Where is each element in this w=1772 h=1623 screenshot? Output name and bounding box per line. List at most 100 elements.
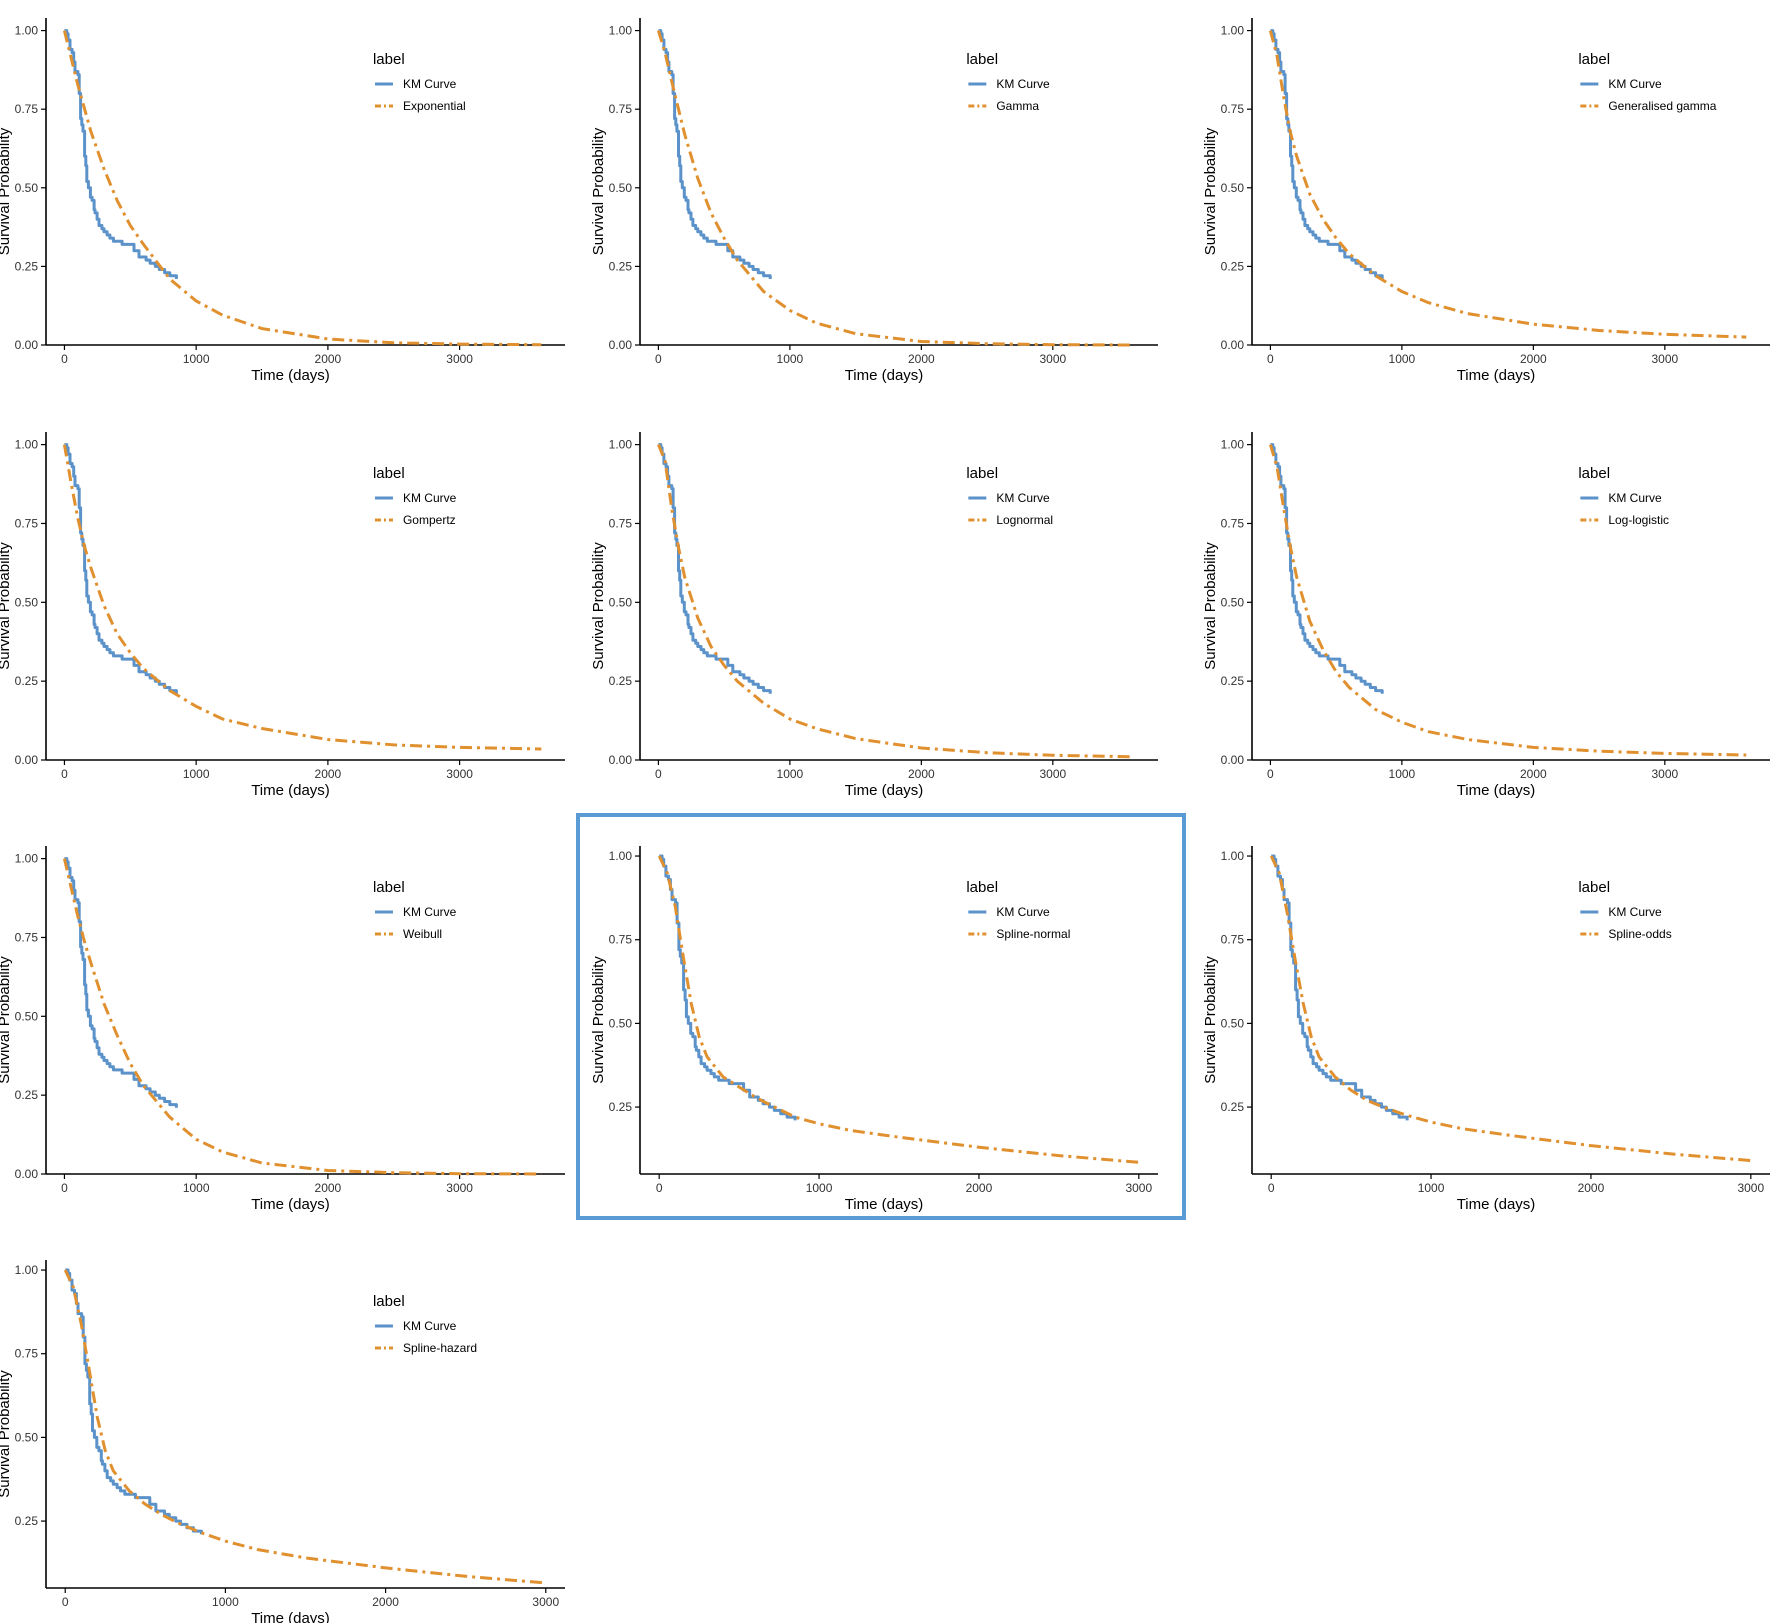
y-axis-title: Survival Probability bbox=[1202, 542, 1219, 670]
legend-title: label bbox=[1578, 51, 1610, 68]
y-tick-label: 0.75 bbox=[15, 1347, 39, 1361]
legend-km-label: KM Curve bbox=[1608, 491, 1662, 505]
legend-km-label: KM Curve bbox=[1608, 77, 1662, 91]
chart-panel-3: 0.00 0.25 0.50 0.75 1.00 0 1000 2000 3000 Time (d… bbox=[1202, 18, 1770, 384]
y-tick-label: 1.00 bbox=[15, 24, 39, 38]
legend-km-label: KM Curve bbox=[996, 905, 1050, 919]
legend-fit-label: Log-logistic bbox=[1608, 513, 1669, 527]
legend: label KM Curve Gamma bbox=[966, 51, 1050, 113]
x-tick-label: 0 bbox=[61, 767, 68, 781]
legend-title: label bbox=[373, 879, 405, 896]
x-tick-label: 2000 bbox=[966, 1181, 993, 1195]
x-tick-label: 0 bbox=[1267, 767, 1274, 781]
x-tick-label: 1000 bbox=[183, 352, 210, 366]
legend-km-label: KM Curve bbox=[403, 1319, 457, 1333]
y-tick-label: 0.00 bbox=[1221, 753, 1245, 767]
chart-panel-1: 0.00 0.25 0.50 0.75 1.00 0 1000 2000 3000 Time (d… bbox=[0, 18, 565, 384]
legend-fit-label: Weibull bbox=[403, 927, 442, 941]
x-tick-label: 2000 bbox=[315, 767, 342, 781]
y-tick-label: 0.75 bbox=[609, 516, 633, 530]
x-tick-label: 3000 bbox=[1125, 1181, 1152, 1195]
fitted-curve-line bbox=[1268, 30, 1747, 339]
y-tick-label: 0.25 bbox=[609, 674, 633, 688]
x-tick-label: 3000 bbox=[1651, 352, 1678, 366]
chart-panel-5: 0.00 0.25 0.50 0.75 1.00 0 1000 2000 3000 Time (d… bbox=[590, 432, 1158, 799]
x-tick-label: 0 bbox=[62, 1595, 69, 1609]
x-tick-label: 2000 bbox=[908, 352, 935, 366]
fitted-curve-line bbox=[657, 444, 1135, 759]
chart-panel-7: 0.00 0.25 0.50 0.75 1.00 0 1000 2000 3000 Time (d… bbox=[0, 846, 565, 1213]
y-tick-label: 0.75 bbox=[609, 102, 633, 116]
x-axis-title: Time (days) bbox=[251, 782, 330, 799]
x-tick-label: 3000 bbox=[446, 767, 473, 781]
x-tick-label: 2000 bbox=[908, 767, 935, 781]
chart-panel-10: 0.25 0.50 0.75 1.00 0 1000 2000 3000 Time (days)… bbox=[0, 1260, 565, 1623]
fitted-curve-line bbox=[62, 858, 542, 1176]
y-tick-label: 0.50 bbox=[15, 1009, 39, 1023]
km-curve-line bbox=[658, 443, 772, 694]
y-tick-label: 0.50 bbox=[1221, 1016, 1245, 1030]
x-tick-label: 2000 bbox=[315, 352, 342, 366]
y-tick-label: 0.25 bbox=[609, 1100, 633, 1114]
legend-fit-label: Exponential bbox=[403, 99, 466, 113]
legend: label KM Curve Lognormal bbox=[966, 465, 1053, 527]
fitted-curve-line bbox=[657, 855, 1139, 1164]
y-tick-label: 0.75 bbox=[1221, 102, 1245, 116]
x-axis-title: Time (days) bbox=[845, 782, 924, 799]
y-tick-label: 1.00 bbox=[609, 24, 633, 38]
x-tick-label: 1000 bbox=[183, 767, 210, 781]
x-tick-label: 3000 bbox=[446, 352, 473, 366]
x-tick-label: 1000 bbox=[777, 767, 804, 781]
x-tick-label: 1000 bbox=[183, 1181, 210, 1195]
km-curve-line bbox=[658, 29, 772, 279]
x-tick-label: 2000 bbox=[315, 1181, 342, 1195]
y-tick-label: 0.75 bbox=[15, 516, 39, 530]
y-tick-label: 0.50 bbox=[609, 181, 633, 195]
legend-km-label: KM Curve bbox=[996, 77, 1050, 91]
x-tick-label: 3000 bbox=[1737, 1181, 1764, 1195]
legend-km-label: KM Curve bbox=[1608, 905, 1662, 919]
chart-panel-6: 0.00 0.25 0.50 0.75 1.00 0 1000 2000 3000 Time (d… bbox=[1202, 432, 1770, 799]
km-curve-line bbox=[64, 443, 178, 694]
x-tick-label: 0 bbox=[655, 352, 662, 366]
legend: label KM Curve Gompertz bbox=[373, 465, 457, 527]
y-tick-label: 1.00 bbox=[15, 852, 39, 866]
chart-panel-9: 0.25 0.50 0.75 1.00 0 1000 2000 3000 Time (days)… bbox=[1202, 846, 1770, 1213]
x-axis-title: Time (days) bbox=[251, 1196, 330, 1213]
x-tick-label: 3000 bbox=[1651, 767, 1678, 781]
y-tick-label: 1.00 bbox=[1221, 438, 1245, 452]
legend-fit-label: Generalised gamma bbox=[1608, 99, 1716, 113]
y-tick-label: 0.50 bbox=[609, 595, 633, 609]
legend-km-label: KM Curve bbox=[403, 77, 457, 91]
x-tick-label: 0 bbox=[656, 1181, 663, 1195]
y-tick-label: 0.25 bbox=[15, 1088, 39, 1102]
x-tick-label: 1000 bbox=[1389, 767, 1416, 781]
legend-title: label bbox=[966, 879, 998, 896]
y-tick-label: 0.75 bbox=[15, 930, 39, 944]
y-axis-title: Survival Probability bbox=[1202, 956, 1219, 1084]
legend: label KM Curve Spline-normal bbox=[966, 879, 1070, 941]
y-tick-label: 0.50 bbox=[15, 595, 39, 609]
y-axis-title: Survival Probability bbox=[0, 127, 13, 255]
y-axis-title: Survival Probability bbox=[0, 542, 13, 670]
legend-fit-label: Spline-normal bbox=[996, 927, 1070, 941]
legend-title: label bbox=[966, 465, 998, 482]
y-tick-label: 1.00 bbox=[15, 1263, 39, 1277]
x-tick-label: 0 bbox=[655, 767, 662, 781]
x-tick-label: 1000 bbox=[1418, 1181, 1445, 1195]
y-tick-label: 0.25 bbox=[15, 259, 39, 273]
y-tick-label: 0.50 bbox=[609, 1016, 633, 1030]
km-curve-line bbox=[1271, 854, 1409, 1121]
y-tick-label: 1.00 bbox=[15, 438, 39, 452]
x-tick-label: 1000 bbox=[212, 1595, 239, 1609]
km-curve-line bbox=[659, 854, 797, 1121]
legend-title: label bbox=[1578, 879, 1610, 896]
y-tick-label: 0.75 bbox=[1221, 516, 1245, 530]
legend-fit-label: Spline-odds bbox=[1608, 927, 1671, 941]
y-tick-label: 0.50 bbox=[15, 1430, 39, 1444]
y-axis-title: Survival Probability bbox=[590, 127, 607, 255]
km-curve-line bbox=[1270, 443, 1384, 694]
y-tick-label: 0.00 bbox=[15, 753, 39, 767]
legend-title: label bbox=[373, 51, 405, 68]
legend-fit-label: Spline-hazard bbox=[403, 1341, 477, 1355]
